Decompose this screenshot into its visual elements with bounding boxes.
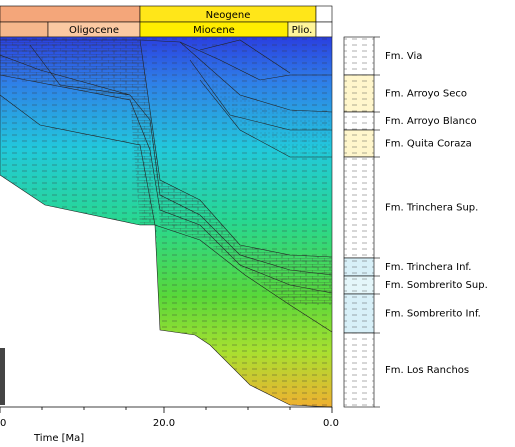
scale-bar — [0, 348, 5, 405]
epoch-label: Plio. — [292, 25, 313, 36]
formation-pattern — [344, 258, 374, 276]
period-label: Neogene — [206, 10, 251, 21]
formation-label: Fm. Arroyo Seco — [385, 89, 467, 100]
period-cell — [315, 5, 333, 23]
sandstone — [180, 42, 332, 157]
period-cell — [0, 5, 141, 23]
formation-pattern — [344, 157, 374, 258]
epoch-cell — [0, 21, 49, 38]
horizon-lines — [0, 39, 333, 333]
x-tick-label: 0 — [0, 418, 6, 429]
formation-label: Fm. Via — [385, 51, 422, 62]
x-tick-label: 0.0 — [323, 418, 339, 429]
formation-pattern — [344, 75, 374, 112]
plot-area — [0, 36, 333, 408]
formation-pattern — [344, 130, 374, 157]
formation-label: Fm. Arroyo Blanco — [385, 116, 477, 127]
formation-pattern — [344, 294, 374, 333]
formation-label: Fm. Trinchera Inf. — [385, 262, 471, 273]
stratigraphic-header: Neogene Oligocene Miocene Plio. — [0, 5, 333, 38]
lithology-column: Fm. Via Fm. Arroyo Seco Fm. Arroyo Blanco F… — [343, 36, 488, 408]
epoch-label: Oligocene — [69, 25, 119, 36]
axis-ticks — [0, 407, 333, 413]
formation-label: Fm. Los Ranchos — [385, 365, 469, 376]
formation-pattern — [344, 276, 374, 294]
formation-pattern — [344, 333, 374, 407]
x-axis-title: Time [Ma] — [33, 433, 84, 444]
limestone — [140, 40, 332, 305]
formation-label: Fm. Quita Coraza — [385, 139, 472, 150]
formation-label: Fm. Sombrerito Inf. — [385, 309, 481, 320]
epoch-cell — [315, 21, 333, 38]
x-axis: 0 20.0 0.0 Time [Ma] — [0, 406, 339, 444]
formation-pattern — [344, 112, 374, 130]
formation-label: Fm. Sombrerito Sup. — [385, 280, 488, 291]
x-tick-label: 20.0 — [153, 418, 175, 429]
limestone — [0, 40, 155, 225]
epoch-label: Miocene — [193, 25, 235, 36]
formation-label: Fm. Trinchera Sup. — [385, 203, 478, 214]
formation-pattern — [344, 37, 374, 75]
